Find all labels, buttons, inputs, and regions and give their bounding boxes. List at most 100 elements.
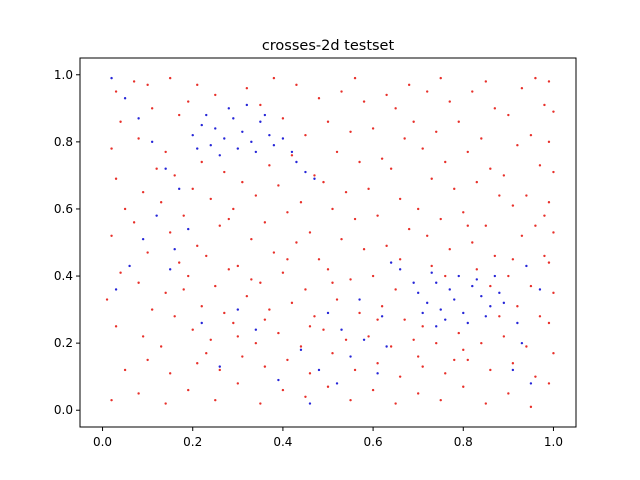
scatter-point-s0-109 [331,352,334,355]
scatter-point-s0-133 [376,362,379,365]
scatter-point-s0-64 [236,264,240,268]
scatter-point-s0-126 [353,217,357,221]
scatter-point-s0-49 [218,368,221,372]
scatter-point-s1-68 [358,298,361,301]
scatter-point-s0-72 [259,402,262,405]
scatter-point-s1-15 [227,107,230,110]
scatter-point-s1-61 [335,382,339,385]
scatter-point-s0-154 [407,83,411,87]
scatter-point-s0-220 [529,284,533,288]
scatter-point-s0-165 [416,355,420,358]
scatter-point-s0-84 [281,388,285,392]
scatter-point-s0-39 [200,305,203,308]
scatter-point-s0-103 [299,201,303,204]
scatter-point-s0-158 [412,338,415,341]
scatter-point-s0-186 [466,150,469,154]
scatter-point-s0-181 [466,358,469,362]
scatter-point-s1-50 [137,117,140,120]
scatter-point-s0-202 [498,315,501,318]
scatter-point-s0-161 [430,177,433,180]
scatter-point-s0-65 [250,237,253,241]
scatter-point-s0-227 [534,76,537,80]
scatter-point-s0-61 [241,355,244,358]
scatter-point-s0-209 [520,234,524,237]
scatter-point-s1-21 [304,170,307,174]
scatter-point-s0-69 [236,335,240,338]
scatter-point-s0-151 [389,167,393,170]
scatter-point-s1-13 [272,144,276,147]
scatter-point-s0-232 [547,261,551,264]
scatter-point-s0-52 [214,284,217,288]
scatter-point-s0-82 [272,76,276,80]
scatter-point-s0-124 [349,278,352,281]
scatter-point-s0-123 [358,311,361,315]
scatter-point-s0-182 [457,331,460,335]
scatter-point-s0-0 [110,398,113,402]
scatter-point-s0-67 [241,180,244,184]
scatter-point-s0-168 [439,398,442,402]
scatter-point-s0-14 [141,335,145,338]
y-tick-label: 0.6 [54,202,73,216]
scatter-point-s0-128 [358,160,361,164]
scatter-point-s0-99 [313,315,316,318]
scatter-point-s0-2 [114,325,118,328]
scatter-point-s1-2 [209,144,212,147]
scatter-point-s0-25 [168,372,172,375]
scatter-point-s1-56 [128,264,131,268]
scatter-point-s1-64 [376,372,379,375]
scatter-point-s0-40 [187,274,190,278]
scatter-point-s1-55 [141,237,145,241]
scatter-point-s0-62 [232,321,235,325]
scatter-point-s0-190 [475,268,478,271]
scatter-point-s0-211 [502,174,506,177]
scatter-point-s1-57 [114,288,118,291]
scatter-point-s1-12 [254,150,258,154]
scatter-point-s0-24 [164,402,167,405]
scatter-point-s0-54 [218,224,221,227]
scatter-point-s0-236 [547,140,551,144]
scatter-point-s1-53 [178,187,181,191]
scatter-point-s0-30 [168,231,172,234]
scatter-point-s0-48 [214,398,217,402]
scatter-point-s0-231 [552,291,555,295]
scatter-point-s0-79 [254,194,258,197]
scatter-point-s0-180 [462,385,465,388]
scatter-point-s1-20 [295,160,298,164]
scatter-point-s0-114 [331,207,334,211]
scatter-point-s0-60 [236,382,240,385]
scatter-point-s1-83 [168,268,172,271]
scatter-point-s0-101 [317,258,321,261]
scatter-point-s0-4 [119,271,122,274]
scatter-point-s1-41 [421,311,424,315]
scatter-point-s0-63 [245,294,249,298]
scatter-point-s0-196 [484,224,488,227]
scatter-point-s0-122 [344,338,348,341]
scatter-point-s0-199 [480,137,483,140]
scatter-point-s1-29 [453,298,456,301]
scatter-point-s0-11 [132,80,136,83]
scatter-point-s1-70 [326,311,330,315]
scatter-point-s1-47 [493,274,497,278]
scatter-point-s0-75 [268,308,271,311]
scatter-point-s0-175 [435,130,438,133]
scatter-point-s0-187 [457,120,460,123]
scatter-point-s1-18 [196,147,199,150]
scatter-point-s1-71 [385,345,388,348]
scatter-point-s0-16 [137,281,140,284]
scatter-point-s1-35 [444,318,447,321]
scatter-point-s0-205 [511,362,515,365]
scatter-point-s0-170 [435,341,438,345]
scatter-point-s0-71 [227,217,230,221]
scatter-point-s0-31 [159,201,163,204]
scatter-point-s0-33 [164,150,167,154]
scatter-point-s0-217 [534,375,537,378]
scatter-point-s0-119 [331,281,334,284]
scatter-point-s1-9 [268,133,271,137]
scatter-point-s0-10 [114,90,118,93]
scatter-point-s1-77 [516,321,519,325]
scatter-point-s0-57 [214,93,217,97]
scatter-point-s0-120 [349,398,352,402]
y-tick-label: 0.0 [54,403,73,417]
scatter-point-s0-97 [308,372,312,375]
scatter-point-s1-76 [525,264,528,268]
